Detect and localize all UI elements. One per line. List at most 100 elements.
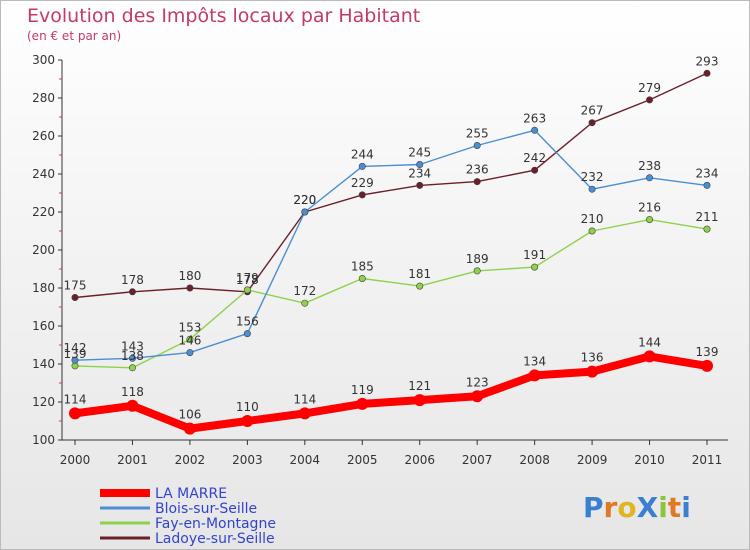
logo-letter: P xyxy=(583,491,604,524)
x-tick-label: 2005 xyxy=(347,453,378,467)
legend-label: Blois-sur-Seille xyxy=(155,501,257,517)
y-tick-label: 220 xyxy=(32,205,55,219)
data-point xyxy=(703,69,711,77)
legend-swatch xyxy=(100,521,150,525)
data-label: 211 xyxy=(696,210,719,224)
data-label: 179 xyxy=(236,271,259,285)
y-tick-label: 260 xyxy=(32,129,55,143)
data-point xyxy=(703,225,711,233)
data-label: 244 xyxy=(351,147,374,161)
data-label: 232 xyxy=(581,170,604,184)
data-label: 238 xyxy=(638,159,661,173)
data-label: 185 xyxy=(351,260,374,274)
data-point xyxy=(416,161,424,169)
data-point xyxy=(358,162,366,170)
data-label: 143 xyxy=(121,339,144,353)
data-point xyxy=(416,282,424,290)
series-line-1 xyxy=(74,129,708,361)
data-label: 175 xyxy=(64,279,87,293)
data-label: 172 xyxy=(293,284,316,298)
data-label: 178 xyxy=(121,273,144,287)
data-label: 134 xyxy=(523,354,546,368)
data-label: 220 xyxy=(293,193,316,207)
y-tick-label: 240 xyxy=(32,167,55,181)
data-point xyxy=(473,178,481,186)
x-tick-label: 2006 xyxy=(404,453,435,467)
data-point xyxy=(646,96,654,104)
data-label: 110 xyxy=(236,400,259,414)
y-tick-label: 180 xyxy=(32,281,55,295)
data-label: 119 xyxy=(351,383,374,397)
data-point xyxy=(646,216,654,224)
data-label: 123 xyxy=(466,375,489,389)
data-point xyxy=(243,330,251,338)
data-point xyxy=(298,407,311,420)
data-point xyxy=(241,415,254,427)
y-tick-label: 160 xyxy=(32,319,55,333)
data-label: 229 xyxy=(351,176,374,190)
data-point xyxy=(128,364,136,372)
data-point xyxy=(473,267,481,275)
data-label: 263 xyxy=(523,111,546,125)
logo-letter: i xyxy=(658,491,668,524)
logo-letter: t xyxy=(668,491,681,524)
x-tick-label: 2010 xyxy=(634,453,665,467)
data-label: 156 xyxy=(236,315,259,329)
data-point xyxy=(531,263,539,271)
data-point xyxy=(301,299,309,307)
data-label: 234 xyxy=(696,166,719,180)
data-label: 153 xyxy=(178,320,201,334)
chart-subtitle: (en € et par an) xyxy=(27,29,121,43)
logo-wordmark: ProXiti xyxy=(583,491,691,524)
legend-label: Ladoye-sur-Seille xyxy=(155,531,275,547)
logo-letter: X xyxy=(637,491,659,524)
x-tick-label: 2007 xyxy=(462,453,493,467)
data-point xyxy=(588,119,596,127)
data-label: 114 xyxy=(64,392,87,406)
data-label: 142 xyxy=(64,341,87,355)
data-point xyxy=(531,166,539,174)
y-tick-label: 120 xyxy=(32,395,55,409)
data-label: 189 xyxy=(466,252,489,266)
x-tick-label: 2000 xyxy=(60,453,91,467)
data-label: 106 xyxy=(178,408,201,422)
legend-swatch xyxy=(100,489,150,497)
data-label: 236 xyxy=(466,163,489,177)
x-tick-label: 2009 xyxy=(577,453,608,467)
axes: 100 120 140 160 180 200 220 240 260 280 300 2000 200… xyxy=(32,53,728,467)
data-point xyxy=(243,286,251,294)
data-labels: 175 178 180 178 220 229 234 236 242 267 279 293 139 1… xyxy=(64,54,719,421)
data-label: 121 xyxy=(408,379,431,393)
x-tick-label: 2001 xyxy=(117,453,148,467)
data-point xyxy=(703,181,711,189)
data-label: 242 xyxy=(523,151,546,165)
data-label: 255 xyxy=(466,127,489,141)
data-point xyxy=(588,185,596,193)
data-point xyxy=(701,359,713,372)
data-point xyxy=(588,227,596,235)
data-label: 180 xyxy=(178,269,201,283)
data-label: 279 xyxy=(638,81,661,95)
legend: LA MARREBlois-sur-SeilleFay-en-MontagneL… xyxy=(100,486,276,547)
data-point xyxy=(356,397,369,410)
y-tick-label: 300 xyxy=(32,53,55,67)
data-point xyxy=(128,288,136,296)
logo-letter: i xyxy=(681,491,691,524)
data-label: 118 xyxy=(121,385,144,399)
series-line-0 xyxy=(71,352,711,433)
data-label: 144 xyxy=(638,335,661,349)
data-point xyxy=(183,422,196,435)
data-label: 293 xyxy=(696,54,719,68)
data-label: 191 xyxy=(523,248,546,262)
y-tick-label: 200 xyxy=(32,243,55,257)
data-label: 267 xyxy=(581,104,604,118)
data-label: 181 xyxy=(408,267,431,281)
data-label: 178 xyxy=(236,273,259,287)
data-label: 139 xyxy=(696,345,719,359)
y-tick-label: 100 xyxy=(32,433,55,447)
x-tick-label: 2002 xyxy=(175,453,206,467)
data-point xyxy=(471,390,484,403)
data-point xyxy=(528,369,541,382)
x-tick-label: 2011 xyxy=(692,453,723,467)
